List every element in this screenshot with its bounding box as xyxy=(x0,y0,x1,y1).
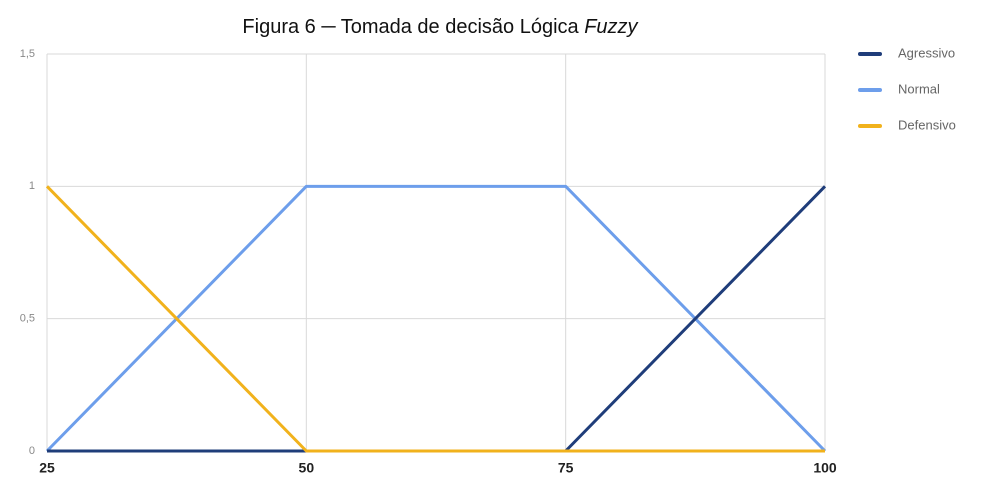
y-tick-label: 0,5 xyxy=(20,313,35,325)
y-tick-label: 1 xyxy=(29,180,35,192)
legend-label: Defensivo xyxy=(898,117,956,132)
chart-title: Figura 6 ─ Tomada de decisão Lógica Fuzz… xyxy=(242,16,638,38)
y-tick-label: 1,5 xyxy=(20,48,35,60)
y-tick-label: 0 xyxy=(29,445,35,457)
line-series xyxy=(45,185,825,453)
x-tick-label: 50 xyxy=(299,460,315,476)
title-emphasis: Fuzzy xyxy=(584,16,638,38)
x-tick-label: 75 xyxy=(558,460,574,476)
x-tick-label: 25 xyxy=(39,460,55,476)
legend-label: Normal xyxy=(898,81,940,96)
title-text: Figura 6 ─ Tomada de decisão Lógica xyxy=(242,16,579,38)
x-tick-label: 100 xyxy=(813,460,837,476)
legend-label: Agressivo xyxy=(898,45,955,60)
